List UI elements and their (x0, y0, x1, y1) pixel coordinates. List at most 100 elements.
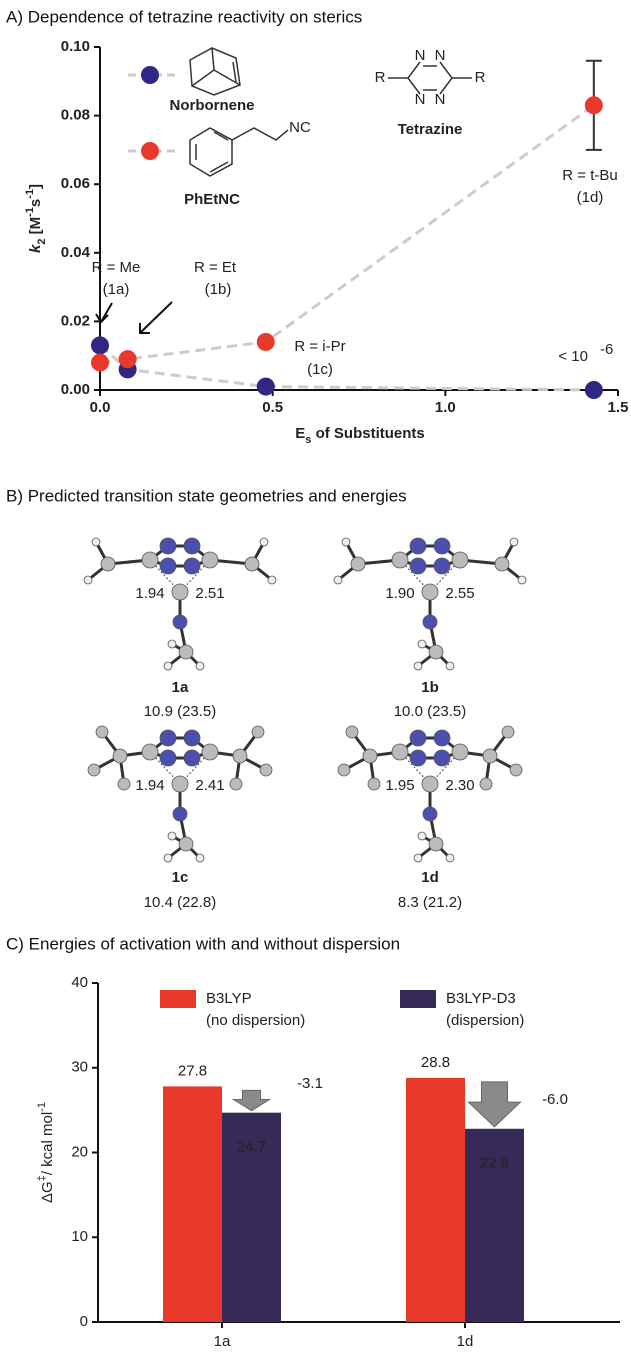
atom (480, 778, 492, 790)
label-part: s (27, 199, 44, 207)
x-tick-label: 1.0 (435, 399, 456, 416)
x-tick-label: 0.5 (262, 399, 283, 416)
value-label: 22.8 (480, 1155, 509, 1172)
atom (410, 538, 426, 554)
atom (173, 807, 187, 821)
atom (422, 776, 438, 792)
atom (410, 730, 426, 746)
atom (446, 662, 454, 670)
legend-label: B3LYP (206, 990, 252, 1007)
label-part: -1 (24, 189, 36, 199)
atom (160, 538, 176, 554)
atom (160, 730, 176, 746)
annotation: < 10 (558, 348, 588, 365)
atom (452, 744, 468, 760)
y-tick-label: 20 (71, 1143, 88, 1160)
structure-label: 1b (421, 679, 439, 696)
annotation: R = t-Bu (562, 167, 617, 184)
atom (196, 854, 204, 862)
distance-label: 2.41 (195, 777, 224, 794)
x-tick-label: 0.0 (90, 399, 111, 416)
label-part: / kcal mol (39, 1112, 56, 1175)
structure-label: 1c (172, 869, 189, 886)
atom (142, 552, 158, 568)
atom (184, 558, 200, 574)
data-point (257, 333, 275, 351)
atom (260, 538, 268, 546)
legend-swatch (160, 990, 196, 1008)
connector-line (100, 105, 594, 362)
atom (423, 615, 437, 629)
atom (342, 538, 350, 546)
y-tick-label: 30 (71, 1059, 88, 1076)
atom (363, 749, 377, 763)
atom (88, 764, 100, 776)
atom (230, 778, 242, 790)
y-tick-label: 0.06 (61, 175, 90, 192)
atom (483, 749, 497, 763)
value-label: 27.8 (178, 1062, 207, 1079)
legend-label: PhEtNC (184, 191, 240, 208)
annotation: R = i-Pr (294, 338, 345, 355)
atom (368, 778, 380, 790)
atom (429, 837, 443, 851)
bar (163, 1086, 222, 1322)
molecule (88, 726, 272, 862)
atom (346, 726, 358, 738)
molecule (338, 726, 522, 862)
atom (260, 764, 272, 776)
distance-label: 1.94 (135, 777, 164, 794)
molecule (84, 538, 276, 670)
legend-label: B3LYP-D3 (446, 990, 516, 1007)
panel-a-title: A) Dependence of tetrazine reactivity on… (6, 7, 362, 26)
atom (418, 640, 426, 648)
arrow (140, 302, 172, 333)
atom (422, 584, 438, 600)
atom (334, 576, 342, 584)
atom (452, 552, 468, 568)
structure-energy: 10.9 (23.5) (144, 703, 217, 720)
atom (96, 726, 108, 738)
distance-label: 1.90 (385, 585, 414, 602)
distance-label: 1.95 (385, 777, 414, 794)
atom (160, 750, 176, 766)
atom (268, 576, 276, 584)
atom (245, 557, 259, 571)
structure-energy: 10.0 (23.5) (394, 703, 467, 720)
atom (196, 662, 204, 670)
structure-energy: 10.4 (22.8) (144, 894, 217, 911)
data-point (119, 350, 137, 368)
tetrazine-structure (388, 62, 472, 94)
y-tick-label: 0.08 (61, 107, 90, 124)
annotation: -6.0 (542, 1091, 568, 1108)
label-part: of Substituents (311, 425, 424, 442)
atom (160, 558, 176, 574)
y-tick-label: 0.04 (61, 244, 91, 261)
molecule (334, 538, 526, 670)
axis-label: k2 [M-1s-1] (24, 184, 48, 253)
atom (184, 730, 200, 746)
label-part: [M (27, 217, 44, 239)
atom (142, 744, 158, 760)
atom (423, 807, 437, 821)
annotation: (1c) (307, 361, 333, 378)
atom-label: NC (289, 119, 311, 136)
atom (164, 854, 172, 862)
bar (406, 1078, 465, 1322)
value-label: 28.8 (421, 1054, 450, 1071)
y-tick-label: 40 (71, 974, 88, 991)
distance-label: 2.55 (445, 585, 474, 602)
atom (84, 576, 92, 584)
atom-label: N (415, 47, 426, 64)
atom (118, 778, 130, 790)
atom (414, 662, 422, 670)
atom (172, 776, 188, 792)
label-part: E (295, 425, 305, 442)
connector-line (100, 345, 594, 390)
atom (510, 764, 522, 776)
y-tick-label: 0 (80, 1313, 88, 1330)
x-tick-label: 1a (214, 1333, 231, 1350)
atom (338, 764, 350, 776)
annotation: R = Et (194, 259, 237, 276)
atom (418, 832, 426, 840)
